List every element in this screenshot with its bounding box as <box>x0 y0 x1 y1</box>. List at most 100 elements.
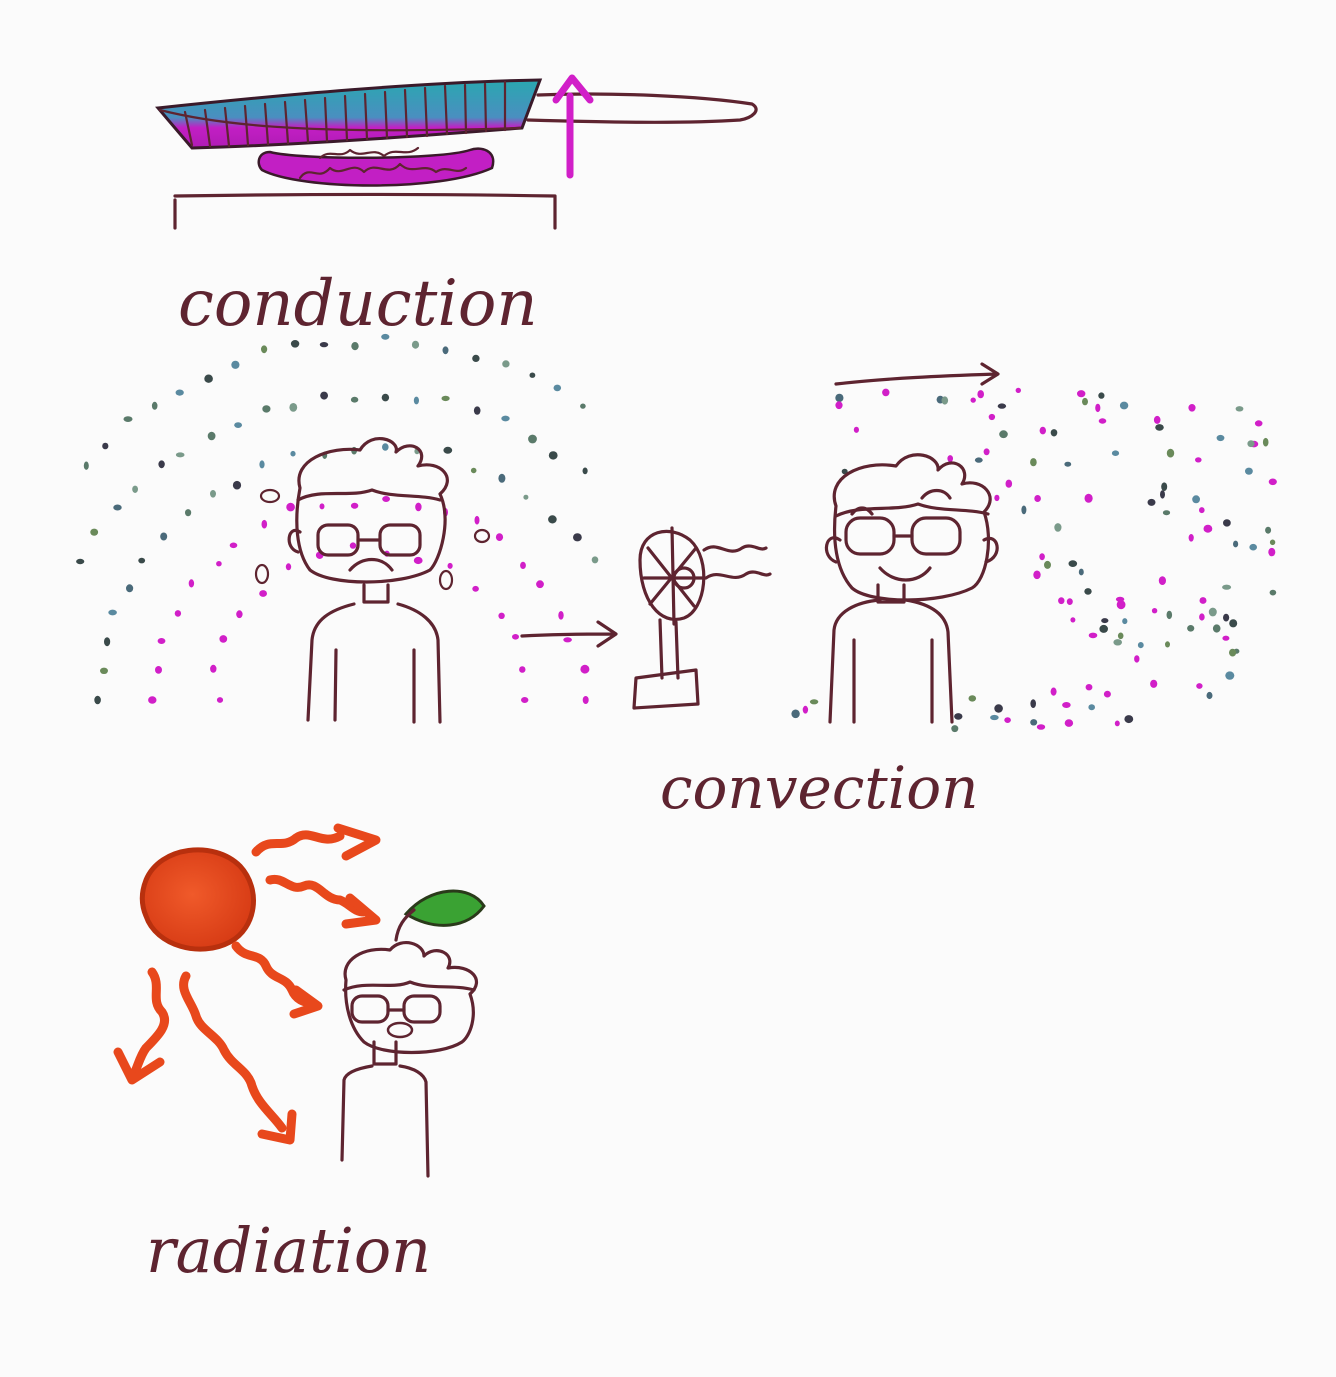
air-particle <box>974 457 983 463</box>
air-particle <box>498 473 506 483</box>
air-particle <box>1223 613 1230 622</box>
air-particle <box>151 401 158 410</box>
air-particle <box>548 451 558 460</box>
air-particle <box>259 460 265 469</box>
air-particles <box>76 333 1277 733</box>
air-particle <box>216 697 224 703</box>
air-particle <box>994 494 1000 502</box>
air-particle <box>236 610 243 619</box>
air-particle <box>951 725 959 733</box>
air-particle <box>1229 619 1238 628</box>
air-particle <box>1078 568 1084 576</box>
air-particle <box>90 528 99 536</box>
air-particle <box>528 434 537 444</box>
air-particle <box>1203 524 1213 533</box>
air-particle <box>882 388 890 397</box>
air-particle <box>1223 519 1231 527</box>
convection-label: convection <box>660 754 978 822</box>
air-particle <box>1137 642 1144 649</box>
air-particle <box>1021 505 1027 515</box>
air-particle <box>1249 543 1257 551</box>
air-particle <box>1116 600 1126 610</box>
air-particle <box>558 611 564 620</box>
air-particle <box>1122 618 1128 625</box>
air-particle <box>259 590 267 597</box>
air-particle <box>1101 618 1109 624</box>
air-particle <box>1030 719 1038 726</box>
air-particle <box>1233 540 1239 548</box>
sun-icon <box>139 847 256 952</box>
air-particle <box>261 345 268 354</box>
air-particle <box>100 667 108 674</box>
air-particle <box>1004 717 1011 723</box>
air-particle <box>947 455 953 463</box>
air-particle <box>809 699 819 705</box>
air-particle <box>580 403 586 409</box>
hot-person-icon <box>287 437 449 724</box>
air-particle <box>1254 420 1263 427</box>
air-particle <box>835 401 843 410</box>
air-particle <box>990 714 999 721</box>
air-particle <box>232 480 242 490</box>
air-particle <box>441 395 450 402</box>
air-particle <box>1088 704 1095 711</box>
air-particle <box>1064 461 1072 467</box>
air-particle <box>319 503 325 510</box>
air-particle <box>94 695 101 705</box>
air-particle <box>160 532 168 541</box>
air-particle <box>1113 639 1122 646</box>
air-particle <box>1216 434 1225 442</box>
air-particle <box>415 502 422 512</box>
air-particle <box>1151 608 1158 614</box>
air-particle <box>1039 426 1047 435</box>
air-particle <box>350 502 359 509</box>
air-particle <box>1229 648 1237 657</box>
heat-wave-icon <box>113 823 381 1145</box>
air-particle <box>138 557 146 564</box>
air-particle <box>472 354 480 362</box>
air-particle <box>1155 424 1164 431</box>
air-particle <box>1030 458 1037 467</box>
air-particle <box>1225 671 1235 680</box>
air-particle <box>381 333 390 340</box>
air-particle <box>968 695 977 702</box>
sweat-drops <box>254 488 491 591</box>
air-particle <box>175 389 184 396</box>
air-particle <box>290 340 300 348</box>
air-particle <box>413 556 423 565</box>
air-particle <box>1161 482 1168 492</box>
air-particle <box>1030 699 1036 708</box>
air-particle <box>447 562 453 569</box>
sprout-person-icon <box>340 889 486 1178</box>
air-particle <box>1269 589 1277 596</box>
air-particle <box>853 426 860 433</box>
air-particle <box>319 342 329 348</box>
air-particle <box>1068 560 1078 567</box>
air-particle <box>350 396 359 403</box>
air-particle <box>580 664 590 674</box>
air-particle <box>1117 632 1124 640</box>
air-particle <box>443 446 453 454</box>
arrow-to-fan <box>520 620 618 648</box>
air-particle <box>113 504 122 511</box>
air-particle <box>1064 719 1074 727</box>
air-particle <box>501 415 510 422</box>
air-particle <box>1212 624 1221 633</box>
air-particle <box>1103 690 1111 698</box>
air-particle <box>1077 390 1086 398</box>
air-particle <box>495 533 504 541</box>
air-particle <box>382 496 390 502</box>
air-particle <box>351 342 359 351</box>
air-particle <box>1196 683 1203 689</box>
air-particle <box>411 340 420 349</box>
air-particle <box>289 403 298 412</box>
air-particle <box>158 460 165 469</box>
air-particle <box>582 467 588 475</box>
cool-person-icon <box>824 453 999 724</box>
air-particle <box>548 515 557 524</box>
air-particle <box>1262 437 1269 447</box>
air-particle <box>1265 526 1272 534</box>
air-particle <box>983 448 990 456</box>
air-particle <box>1015 387 1021 393</box>
air-particle <box>1162 510 1171 516</box>
